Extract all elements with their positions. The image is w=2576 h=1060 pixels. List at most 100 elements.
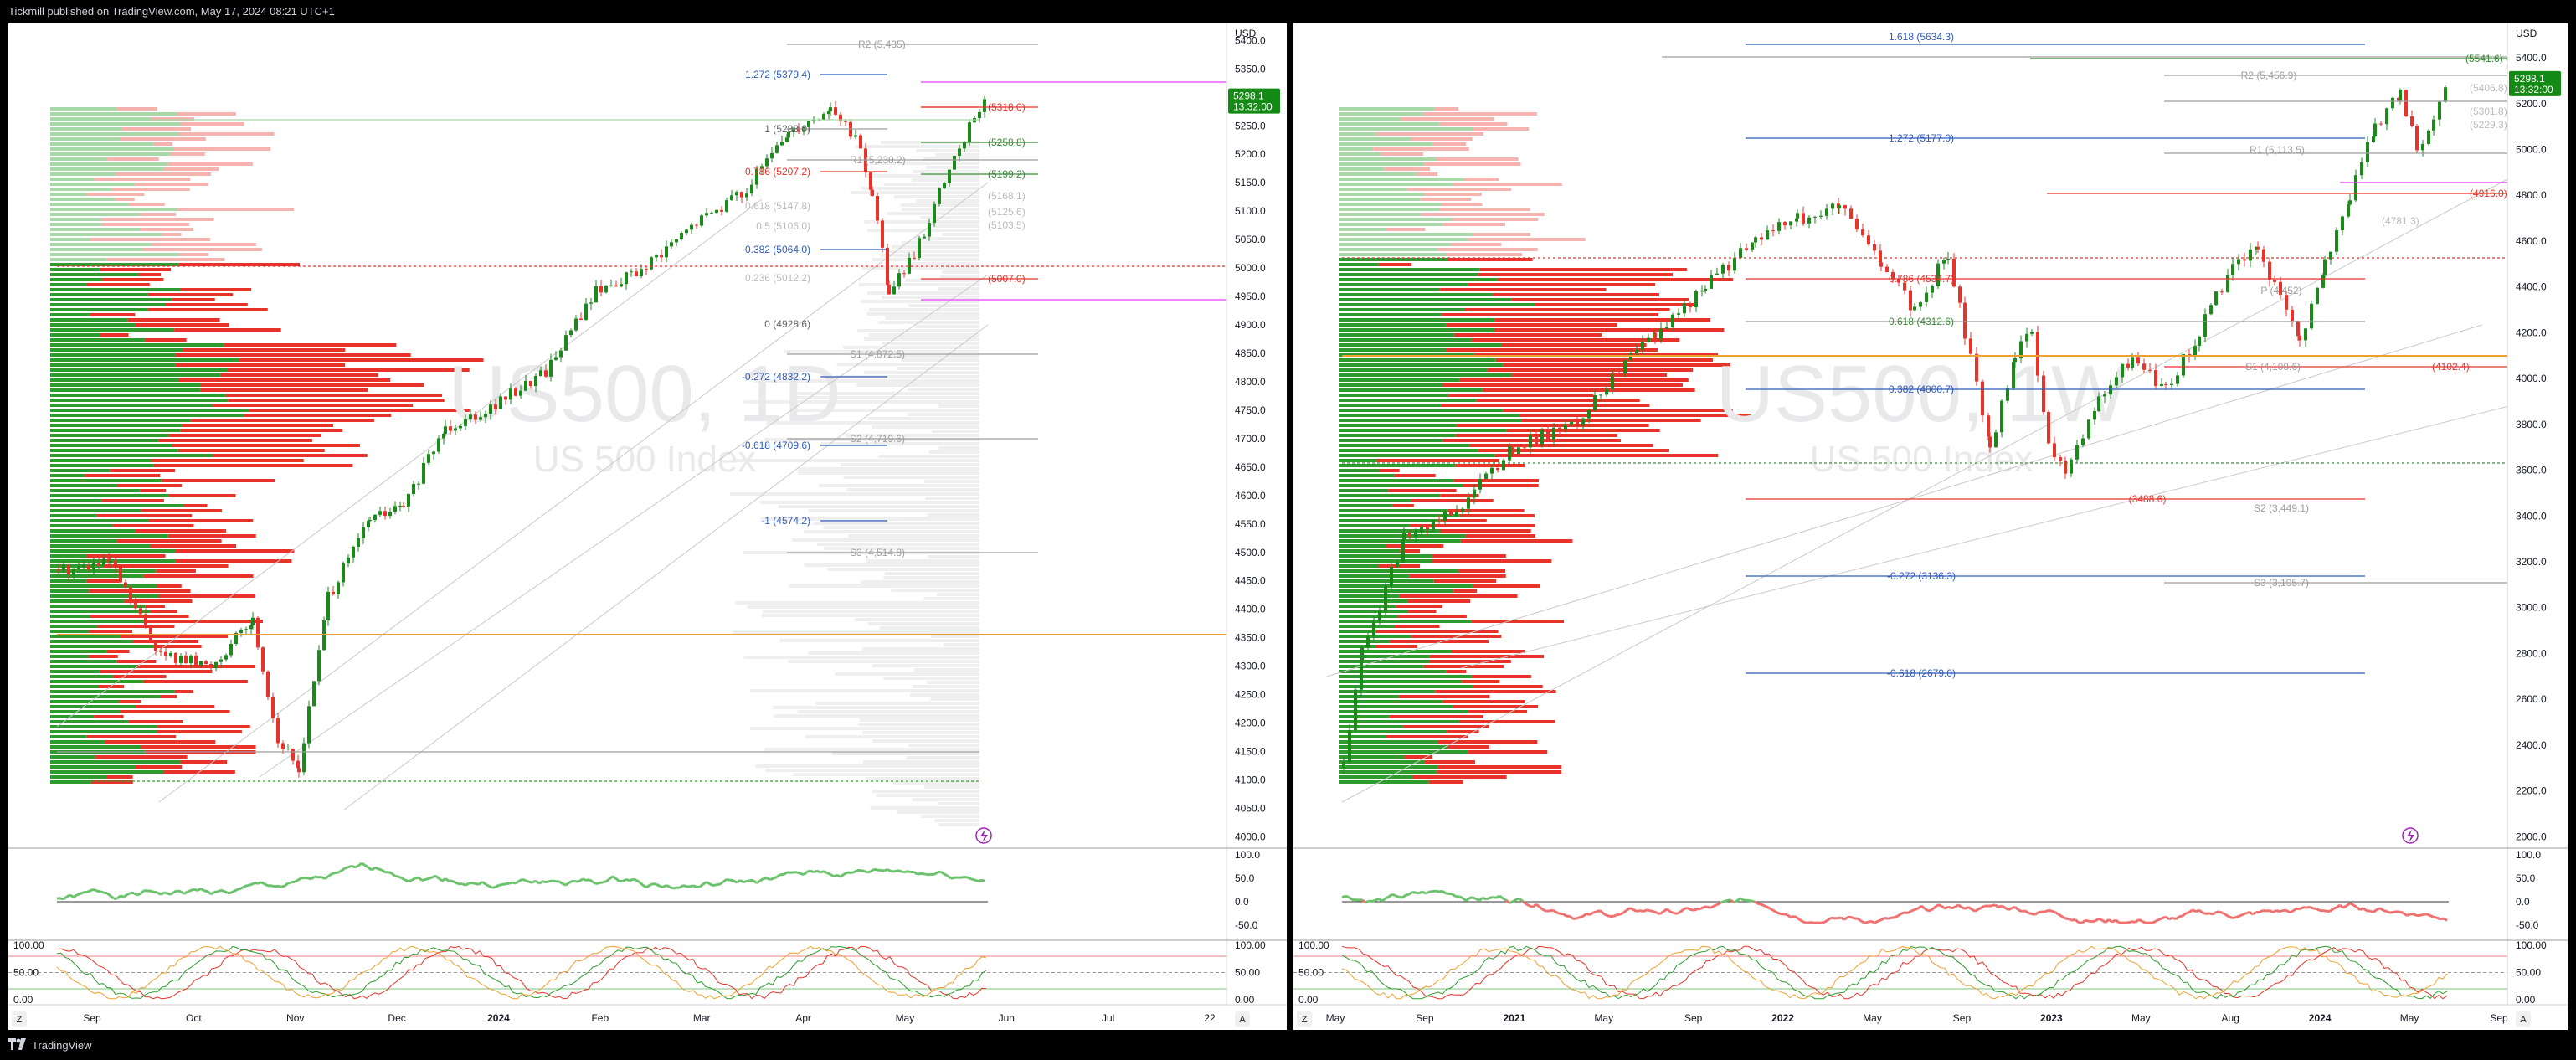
volume-profile-up-bar (1339, 625, 1395, 628)
rsi-segment (2125, 921, 2130, 924)
rsi-segment (2001, 904, 2006, 909)
session-volume-bar (823, 526, 979, 529)
session-volume-bar (836, 363, 979, 366)
trend-channel-line[interactable] (158, 182, 989, 803)
candle-up (2170, 383, 2173, 386)
trend-channel-line[interactable] (1326, 324, 2483, 677)
candle-down (256, 617, 260, 648)
rsi-segment (2322, 909, 2327, 913)
level-label: (3488.6) (2129, 493, 2167, 505)
volume-profile-down-bar (1379, 469, 1400, 472)
candle-down (797, 127, 800, 132)
go-to-realtime-icon[interactable] (975, 827, 992, 844)
volume-profile-down-bar (213, 404, 414, 407)
volume-profile-down-bar (175, 549, 295, 553)
rsi-segment (485, 882, 490, 888)
price-scale[interactable] (2507, 23, 2568, 1005)
session-volume-bar (883, 183, 979, 186)
volume-profile-down-bar (1406, 188, 1511, 191)
rsi-segment (2239, 913, 2244, 918)
time-tick-label: Sep (2490, 1012, 2508, 1024)
tradingview-brand[interactable]: TradingView (8, 1038, 92, 1052)
rsi-segment (1740, 897, 1745, 902)
volume-profile-up-bar (50, 660, 117, 663)
candle-down (1958, 286, 1962, 303)
time-scale[interactable] (8, 1005, 1287, 1030)
rsi-segment (1864, 920, 1869, 924)
auto-scale-label: A (1239, 1015, 1246, 1025)
price-scale[interactable] (1226, 23, 1287, 1005)
volume-profile-down-bar (1390, 640, 1489, 643)
volume-profile-down-bar (1375, 630, 1499, 633)
rsi-segment (883, 868, 888, 872)
candle-up (1931, 286, 1934, 293)
candle-up (444, 426, 447, 434)
rsi-segment (1710, 904, 1715, 909)
volume-profile-down-bar (1453, 479, 1540, 482)
zoom-button[interactable]: Z (1297, 1011, 1312, 1027)
volume-profile-up-bar (1339, 755, 1405, 759)
rsi-segment (689, 884, 694, 888)
rsi-segment (589, 878, 594, 883)
candle-up (822, 114, 825, 120)
auto-scale-button[interactable]: A (1235, 1011, 1250, 1027)
trend-channel-line[interactable] (56, 198, 763, 728)
candle-up (199, 661, 203, 666)
rsi-segment (1375, 897, 1380, 902)
candle-up (2231, 264, 2234, 275)
zoom-button[interactable]: Z (12, 1011, 27, 1027)
rsi-segment (190, 888, 195, 892)
chart-panel-daily[interactable]: US500, 1D US 500 Index (5318.0) (5258.8) (51… (8, 23, 1287, 1030)
volume-profile-up-bar (1339, 544, 1387, 548)
volume-profile-up-bar (50, 449, 178, 452)
auto-scale-button[interactable]: A (2516, 1011, 2531, 1027)
go-to-realtime-icon[interactable] (2402, 827, 2419, 844)
volume-profile-up-bar (50, 298, 172, 301)
candle-down (194, 655, 198, 666)
candle-up (2341, 216, 2344, 231)
chart-panel-weekly[interactable]: US500, 1W US 500 Index 1.618 (5634.3) 1.272… (1293, 23, 2568, 1030)
volume-profile-up-bar (1339, 549, 1401, 553)
rsi-segment (2051, 909, 2056, 914)
candle-down (504, 396, 507, 400)
rsi-segment (1914, 907, 1919, 911)
rsi-segment (840, 873, 845, 878)
trend-channel-line[interactable] (1460, 399, 2533, 669)
trend-channel-line[interactable] (1341, 165, 2533, 803)
candle-down (1969, 338, 1972, 354)
time-scale[interactable] (1293, 1005, 2568, 1030)
candle-up (725, 200, 728, 212)
rsi-segment (2205, 912, 2210, 915)
level-label: 0.5 (5106.0) (756, 220, 810, 232)
candle-down (2164, 384, 2167, 386)
rsi-segment (150, 889, 155, 893)
rsi-segment (662, 884, 667, 888)
rsi-tick-label: -50.0 (2516, 919, 2539, 931)
rsi-segment (1967, 906, 1972, 911)
candle-up (958, 148, 961, 157)
rsi-segment (1689, 908, 1694, 912)
session-volume-bar (913, 668, 979, 672)
candle-down (402, 506, 405, 507)
rsi-segment (455, 881, 460, 886)
volume-profile-down-bar (1386, 735, 1468, 738)
trend-channel-line[interactable] (342, 324, 989, 811)
volume-profile-up-bar (50, 388, 201, 392)
price-tick-label: 5400.0 (2516, 52, 2547, 64)
session-volume-bar (907, 413, 979, 416)
volume-profile-down-bar (141, 228, 193, 231)
rsi-segment (756, 879, 761, 884)
volume-profile-down-bar (164, 167, 219, 171)
candle-up (1570, 421, 1573, 425)
volume-profile-down-bar (135, 529, 227, 533)
volume-profile-down-bar (172, 444, 360, 447)
time-tick-label: 2022 (1771, 1012, 1794, 1024)
candle-up (2097, 396, 2100, 411)
rsi-segment (136, 892, 141, 897)
trend-channel-line[interactable] (259, 274, 989, 778)
volume-profile-down-bar (177, 449, 325, 452)
volume-profile-up-bar (50, 414, 244, 417)
rsi-tick-label: 100.0 (1235, 849, 1260, 861)
